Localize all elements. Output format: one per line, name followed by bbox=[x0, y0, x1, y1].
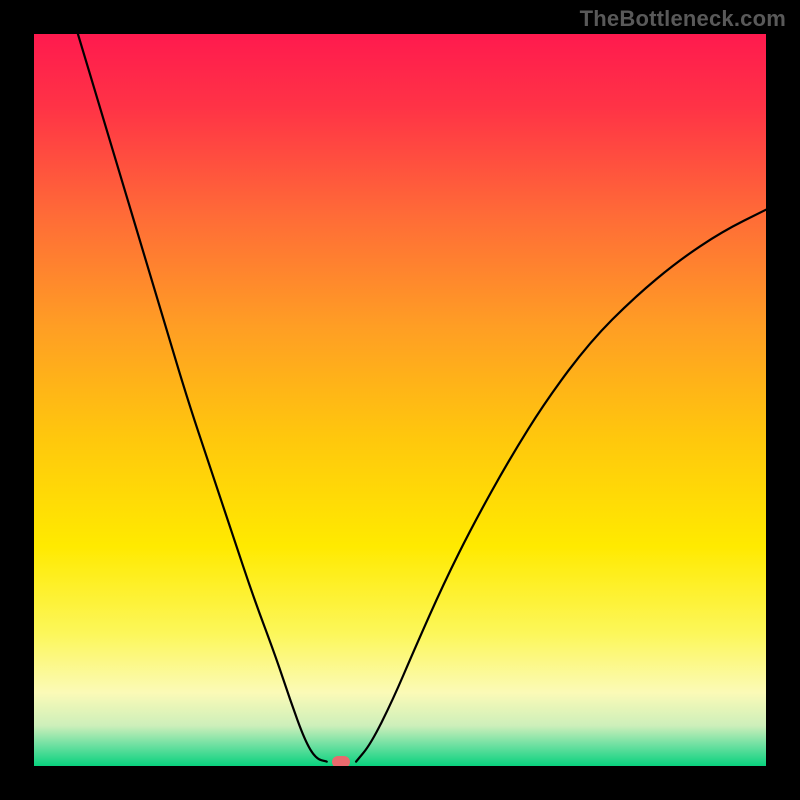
curve-path-left bbox=[78, 34, 327, 762]
watermark-text: TheBottleneck.com bbox=[580, 6, 786, 32]
chart-outer: TheBottleneck.com bbox=[0, 0, 800, 800]
bottleneck-curve bbox=[34, 34, 766, 766]
optimal-point-marker bbox=[332, 756, 350, 766]
plot-area bbox=[34, 34, 766, 766]
curve-path-right bbox=[356, 210, 766, 762]
